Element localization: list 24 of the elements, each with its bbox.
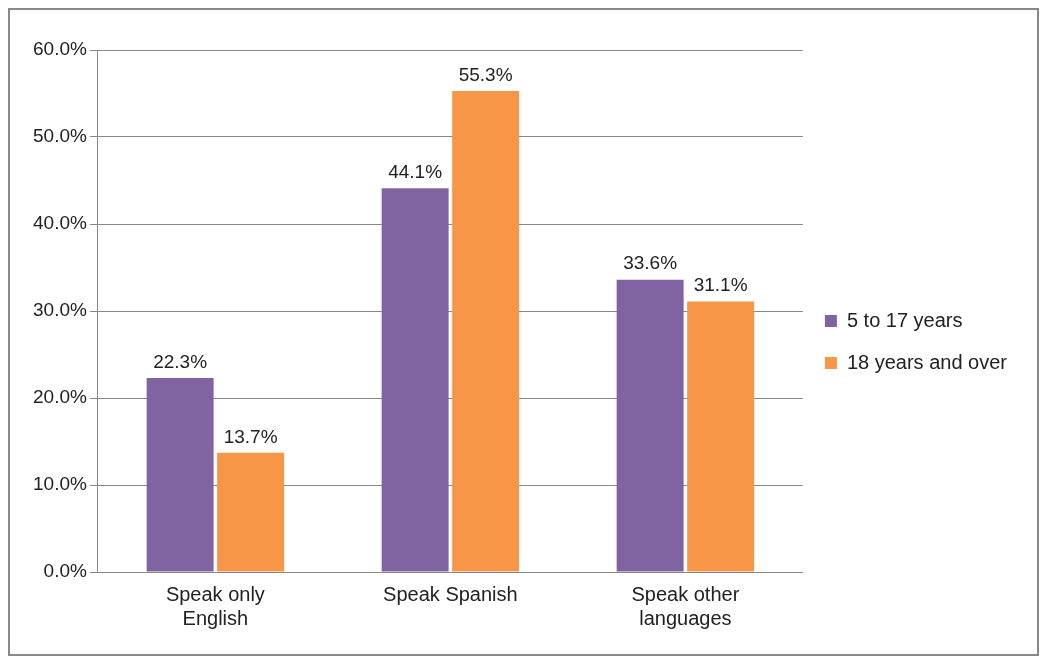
legend-label: 18 years and over xyxy=(846,350,1008,373)
bar xyxy=(217,452,285,572)
y-tick-label: 30.0% xyxy=(33,299,87,321)
bar xyxy=(452,90,520,572)
text: 33.6% xyxy=(623,252,678,274)
bar xyxy=(381,188,449,572)
legend-label: 5 to 17 years xyxy=(846,308,963,331)
text: 13.7% xyxy=(223,425,278,447)
x-tick-label: Speak Spanish xyxy=(383,582,518,605)
bar xyxy=(687,301,755,572)
y-tick-label: 0.0% xyxy=(43,560,87,582)
x-tick-label: Speak other languages xyxy=(631,582,740,629)
text: 31.1% xyxy=(693,274,748,296)
y-tick-label: 10.0% xyxy=(33,473,87,495)
text: 55.3% xyxy=(458,63,513,85)
bar xyxy=(616,279,684,572)
y-tick-label: 40.0% xyxy=(33,212,87,234)
x-tick-label: Speak only English xyxy=(165,582,265,629)
bar xyxy=(146,377,214,572)
y-tick-label: 60.0% xyxy=(33,38,87,60)
y-tick-label: 20.0% xyxy=(33,386,87,408)
text: 44.1% xyxy=(388,161,443,183)
y-tick-label: 50.0% xyxy=(33,125,87,147)
text: 22.3% xyxy=(153,350,208,372)
